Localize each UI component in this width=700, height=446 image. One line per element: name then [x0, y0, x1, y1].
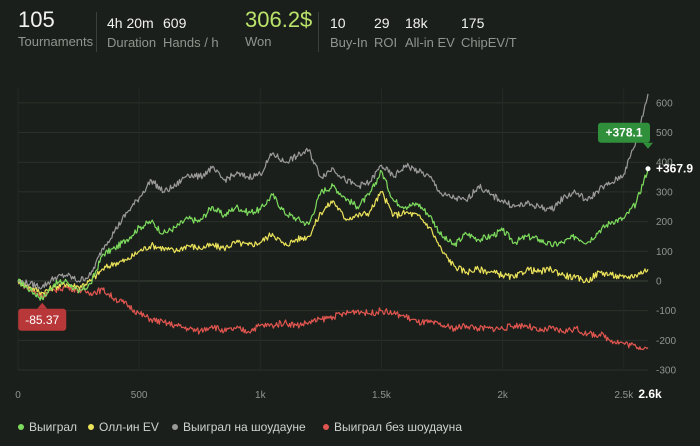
- series-line: [17, 280, 649, 351]
- y-tick-label: -300: [656, 366, 676, 377]
- series-line: [17, 190, 649, 296]
- stat-duration-label: Duration: [107, 35, 157, 50]
- stat-buyin: 10 Buy-In: [330, 14, 368, 51]
- y-tick-label: -100: [656, 306, 676, 317]
- legend-label: Олл-ин EV: [99, 420, 159, 434]
- y-tick-label: 600: [656, 98, 673, 109]
- end-point-marker: [645, 166, 651, 172]
- legend-dot-icon: [323, 424, 329, 430]
- stat-won-label: Won: [245, 34, 272, 49]
- stat-buyin-label: Buy-In: [330, 35, 368, 50]
- legend-item-nonshowdown[interactable]: Выиграл без шоудауна: [323, 420, 462, 434]
- legend-dot-icon: [18, 424, 24, 430]
- stats-divider: [96, 12, 97, 52]
- series-lines: [17, 93, 649, 351]
- series-line: [17, 93, 649, 290]
- stat-buyin-value: 10: [330, 15, 346, 31]
- stat-roi-label: ROI: [374, 35, 398, 50]
- legend-item-won[interactable]: Выиграл: [18, 420, 77, 434]
- chart-legend: Выиграл Олл-ин EV Выиграл на шоудауне Вы…: [0, 414, 700, 438]
- y-tick-label: -200: [656, 336, 676, 347]
- y-axis: 600 500 400 300 200 100 0 -100 -200 -300: [656, 98, 676, 376]
- end-label: +367.9: [656, 162, 693, 176]
- legend-dot-icon: [88, 424, 94, 430]
- chart-grid: [17, 88, 648, 371]
- x-tick-label: 1k: [255, 390, 267, 401]
- legend-label: Выиграл без шоудауна: [334, 420, 462, 434]
- series-line: [17, 168, 649, 301]
- stat-chipev: 175 ChipEV/T: [461, 14, 517, 51]
- x-tick-label: 2.5k: [614, 390, 634, 401]
- stats-bar: 105 Tournaments 4h 20m Duration 609 Hand…: [0, 0, 700, 60]
- stat-allin-value: 18k: [405, 15, 428, 31]
- y-tick-label: 500: [656, 128, 673, 139]
- legend-label: Выиграл: [29, 420, 78, 434]
- stat-hands: 609 Hands / h: [163, 14, 219, 51]
- min-badge: [18, 308, 67, 331]
- y-tick-label: 0: [656, 276, 662, 287]
- legend-item-showdown[interactable]: Выиграл на шоудауне: [172, 420, 306, 434]
- y-tick-label: 300: [656, 187, 673, 198]
- legend-label: Выиграл на шоудауне: [183, 420, 306, 434]
- y-tick-label: 400: [656, 158, 673, 169]
- stat-duration: 4h 20m Duration: [107, 14, 156, 51]
- stat-tournaments: 105 Tournaments: [18, 8, 94, 50]
- y-tick-label: 100: [656, 247, 673, 258]
- stat-allin: 18k All-in EV: [405, 14, 455, 51]
- stat-hands-value: 609: [163, 15, 187, 31]
- stats-divider: [318, 12, 319, 52]
- max-label: +378.1: [605, 126, 642, 140]
- chart-annotations: +378.1 +367.9 -85.37: [18, 122, 693, 331]
- stat-roi-value: 29: [374, 15, 390, 31]
- y-tick-label: 200: [656, 217, 673, 228]
- stat-duration-value: 4h 20m: [107, 15, 154, 31]
- stat-tournaments-label: Tournaments: [18, 34, 94, 49]
- x-tick-label: 1.5k: [372, 390, 392, 401]
- min-badge-pointer: [37, 302, 48, 309]
- stat-roi: 29 ROI: [374, 14, 397, 51]
- legend-item-allin-ev[interactable]: Олл-ин EV: [88, 420, 159, 434]
- min-label: -85.37: [25, 313, 59, 327]
- stat-tournaments-value: 105: [18, 7, 55, 32]
- max-badge: [598, 122, 650, 143]
- stat-chipev-value: 175: [461, 15, 485, 31]
- stat-hands-label: Hands / h: [163, 35, 219, 50]
- x-tick-label: 2.6k: [638, 387, 662, 401]
- x-axis: 0 500 1k 1.5k 2k 2.5k 2.6k: [15, 387, 662, 401]
- x-tick-label: 500: [131, 390, 148, 401]
- stat-allin-label: All-in EV: [405, 35, 455, 50]
- x-tick-label: 2k: [497, 390, 509, 401]
- stat-won-value: 306.2$: [245, 7, 313, 32]
- x-tick-label: 0: [15, 390, 21, 401]
- profit-chart: 600 500 400 300 200 100 0 -100 -200 -300 0 500 1k 1.…: [15, 88, 693, 401]
- max-badge-pointer: [643, 142, 653, 149]
- stat-won: 306.2$ Won: [245, 8, 312, 50]
- legend-dot-icon: [172, 424, 178, 430]
- stat-chipev-label: ChipEV/T: [461, 35, 517, 50]
